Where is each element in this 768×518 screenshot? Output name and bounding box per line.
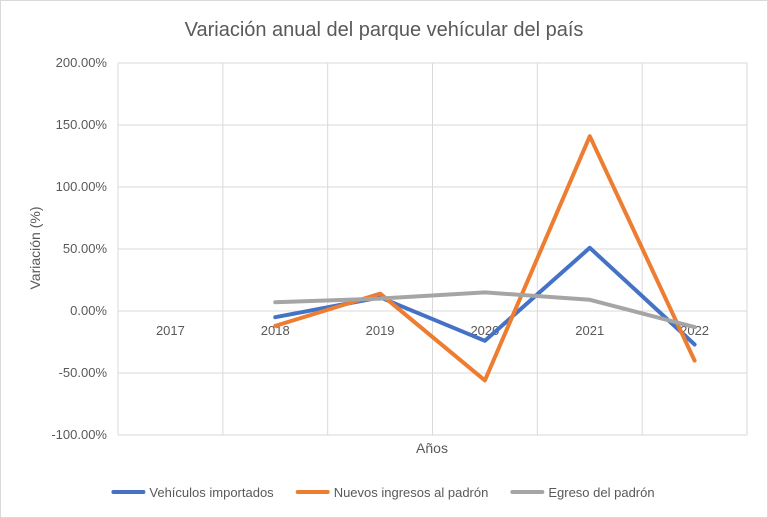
- y-axis-title: Variación (%): [27, 207, 43, 290]
- legend-label: Nuevos ingresos al padrón: [334, 485, 489, 500]
- series-lines: [273, 134, 697, 383]
- y-tick-label: -100.00%: [51, 427, 107, 442]
- x-tick-label: 2021: [575, 323, 604, 338]
- x-tick-label: 2017: [156, 323, 185, 338]
- y-tick-label: 50.00%: [63, 241, 108, 256]
- chart-title: Variación anual del parque vehícular del…: [185, 19, 584, 41]
- x-tick-label: 2019: [366, 323, 395, 338]
- y-tick-label: 200.00%: [56, 55, 108, 70]
- y-tick-label: 0.00%: [70, 303, 107, 318]
- legend-label: Egreso del padrón: [548, 485, 654, 500]
- y-tick-label: -50.00%: [59, 365, 108, 380]
- y-tick-label: 150.00%: [56, 117, 108, 132]
- x-axis-title: Años: [416, 440, 448, 456]
- x-tick-label: 2018: [261, 323, 290, 338]
- y-tick-label: 100.00%: [56, 179, 108, 194]
- series-line-nuevos-ingresos-al-padron: [273, 134, 697, 383]
- y-axis-ticks: 200.00% 150.00% 100.00% 50.00% 0.00% -50.00% -…: [51, 55, 107, 442]
- gridlines: [117, 62, 748, 436]
- legend-label: Vehículos importados: [149, 485, 274, 500]
- series-line-egreso-del-padron: [273, 290, 697, 330]
- legend: Vehículos importados Nuevos ingresos al p…: [111, 485, 655, 500]
